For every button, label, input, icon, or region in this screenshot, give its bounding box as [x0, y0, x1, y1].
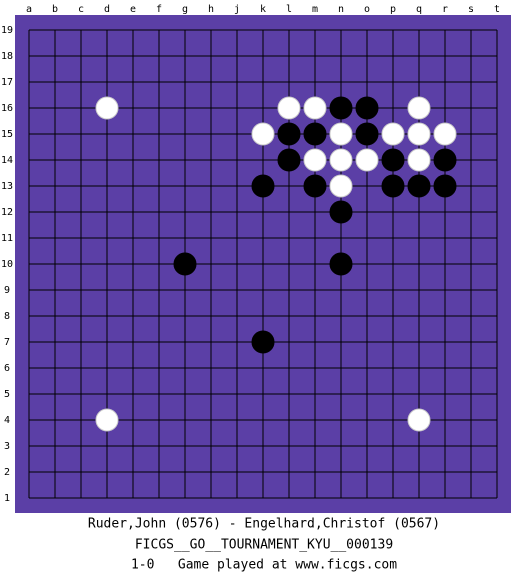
row-label: 9: [4, 285, 10, 296]
row-label: 14: [1, 155, 13, 166]
stone: [303, 148, 327, 172]
stone: [277, 96, 301, 120]
row-label: 11: [1, 233, 13, 244]
stone: [329, 252, 353, 276]
row-label: 13: [1, 181, 13, 192]
stone: [329, 174, 353, 198]
column-label: e: [130, 4, 136, 15]
row-label: 7: [4, 337, 10, 348]
row-label: 10: [1, 259, 13, 270]
column-label: c: [78, 4, 84, 15]
stone: [381, 174, 405, 198]
stone: [407, 96, 431, 120]
stone: [303, 174, 327, 198]
row-label: 3: [4, 441, 10, 452]
stone: [251, 122, 275, 146]
row-label: 4: [4, 415, 10, 426]
stone: [355, 148, 379, 172]
stone: [355, 122, 379, 146]
stone: [303, 122, 327, 146]
column-label: b: [52, 4, 58, 15]
column-label: n: [338, 4, 344, 15]
stone: [355, 96, 379, 120]
column-label: r: [442, 4, 448, 15]
stone: [407, 174, 431, 198]
row-label: 17: [1, 77, 13, 88]
stone: [329, 96, 353, 120]
row-label: 1: [4, 493, 10, 504]
stone: [407, 408, 431, 432]
stone: [407, 148, 431, 172]
column-label: d: [104, 4, 110, 15]
column-label: s: [468, 4, 474, 15]
row-label: 15: [1, 129, 13, 140]
stone: [381, 122, 405, 146]
stone: [173, 252, 197, 276]
column-label: l: [286, 4, 292, 15]
row-label: 18: [1, 51, 13, 62]
stone: [277, 148, 301, 172]
players: Ruder,John (0576) - Engelhard,Christof (…: [88, 517, 440, 532]
column-label: g: [182, 4, 188, 15]
row-label: 5: [4, 389, 10, 400]
column-label: a: [26, 4, 32, 15]
stone: [303, 96, 327, 120]
column-label: t: [494, 4, 500, 15]
stone: [251, 174, 275, 198]
column-label: m: [312, 4, 318, 15]
column-label: k: [260, 4, 266, 15]
row-label: 8: [4, 311, 10, 322]
stone: [251, 330, 275, 354]
event: FICGS__GO__TOURNAMENT_KYU__000139: [135, 538, 393, 553]
stone: [381, 148, 405, 172]
row-label: 6: [4, 363, 10, 374]
stone: [329, 122, 353, 146]
row-label: 12: [1, 207, 13, 218]
stones: [95, 96, 457, 432]
stone: [329, 200, 353, 224]
stone: [407, 122, 431, 146]
column-label: o: [364, 4, 370, 15]
stone: [433, 122, 457, 146]
column-label: f: [156, 4, 162, 15]
stone: [95, 96, 119, 120]
result: 1-0 Game played at www.ficgs.com: [131, 558, 397, 573]
stone: [277, 122, 301, 146]
column-label: h: [208, 4, 214, 15]
row-label: 16: [1, 103, 13, 114]
stone: [433, 148, 457, 172]
stone: [329, 148, 353, 172]
column-label: p: [390, 4, 396, 15]
column-label: q: [416, 4, 422, 15]
row-label: 2: [4, 467, 10, 478]
stone: [433, 174, 457, 198]
stone: [95, 408, 119, 432]
column-label: j: [234, 4, 240, 15]
row-label: 19: [1, 25, 13, 36]
